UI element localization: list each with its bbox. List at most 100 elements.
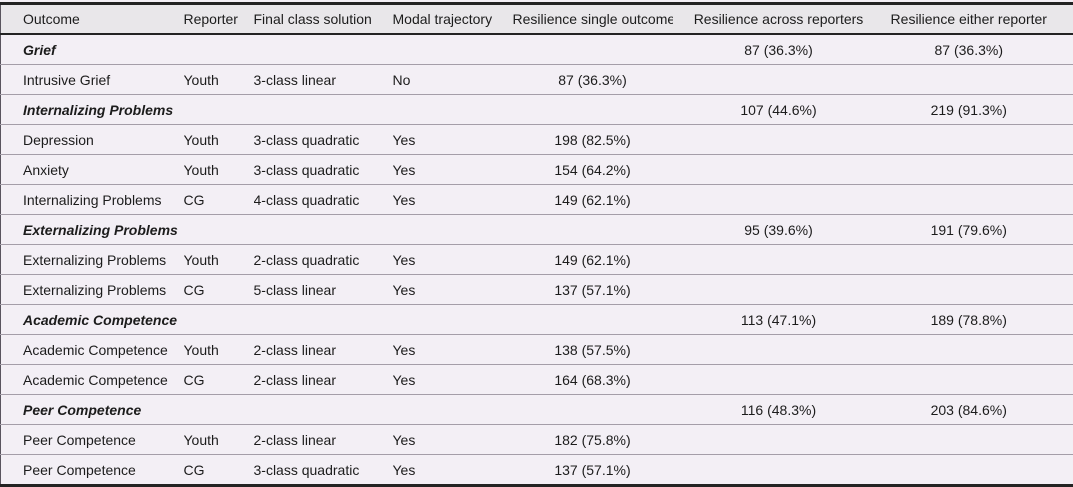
column-header-final-class-solution: Final class solution [254, 4, 393, 35]
cell-resilience-single-outcome: 137 (57.1%) [513, 275, 673, 305]
cell-resilience-across-reporters [673, 125, 885, 155]
cell-modal-trajectory: Yes [393, 185, 513, 215]
cell-final-class-solution: 2-class linear [254, 335, 393, 365]
section-label: Peer Competence [1, 395, 513, 425]
column-header-resilience-across-reporters: Resilience across reporters [673, 4, 885, 35]
cell-resilience-single-outcome: 137 (57.1%) [513, 455, 673, 486]
column-header-reporter: Reporter [184, 4, 254, 35]
cell-modal-trajectory: Yes [393, 275, 513, 305]
cell-modal-trajectory: Yes [393, 335, 513, 365]
cell-resilience-single-outcome: 198 (82.5%) [513, 125, 673, 155]
cell-final-class-solution: 4-class quadratic [254, 185, 393, 215]
cell-reporter: Youth [184, 425, 254, 455]
cell-reporter: CG [184, 275, 254, 305]
cell-reporter: CG [184, 365, 254, 395]
cell-resilience-across-reporters [673, 455, 885, 486]
cell-reporter: Youth [184, 245, 254, 275]
cell-resilience-across-reporters [673, 245, 885, 275]
section-row: Peer Competence 116 (48.3%)203 (84.6%) [1, 395, 1073, 425]
cell-final-class-solution: 3-class quadratic [254, 455, 393, 486]
cell-final-class-solution: 3-class quadratic [254, 155, 393, 185]
section-label: Internalizing Problems [1, 95, 513, 125]
cell-modal-trajectory: Yes [393, 365, 513, 395]
section-row: Academic Competence 113 (47.1%)189 (78.8%… [1, 305, 1073, 335]
cell-modal-trajectory: Yes [393, 455, 513, 486]
cell-reporter: Youth [184, 65, 254, 95]
cell-modal-trajectory: No [393, 65, 513, 95]
cell-outcome: Internalizing Problems [1, 185, 184, 215]
cell-resilience-either-reporter [885, 245, 1073, 275]
cell-reporter: Youth [184, 335, 254, 365]
cell-resilience-either-reporter: 219 (91.3%) [885, 95, 1073, 125]
cell-resilience-single-outcome [513, 215, 673, 245]
cell-resilience-single-outcome [513, 395, 673, 425]
cell-resilience-either-reporter [885, 275, 1073, 305]
cell-outcome: Peer Competence [1, 425, 184, 455]
cell-modal-trajectory: Yes [393, 155, 513, 185]
cell-resilience-either-reporter [885, 185, 1073, 215]
cell-modal-trajectory: Yes [393, 245, 513, 275]
cell-final-class-solution: 2-class linear [254, 425, 393, 455]
cell-final-class-solution: 3-class linear [254, 65, 393, 95]
cell-resilience-either-reporter: 87 (36.3%) [885, 34, 1073, 65]
cell-final-class-solution: 5-class linear [254, 275, 393, 305]
column-header-resilience-either-reporter: Resilience either reporter [885, 4, 1073, 35]
cell-resilience-across-reporters: 87 (36.3%) [673, 34, 885, 65]
cell-resilience-across-reporters [673, 65, 885, 95]
cell-reporter: CG [184, 455, 254, 486]
column-header-resilience-single-outcome: Resilience single outcome [513, 4, 673, 35]
cell-outcome: Academic Competence [1, 335, 184, 365]
cell-modal-trajectory: Yes [393, 125, 513, 155]
cell-resilience-single-outcome: 154 (64.2%) [513, 155, 673, 185]
cell-resilience-across-reporters [673, 155, 885, 185]
section-row: Internalizing Problems 107 (44.6%)219 (91… [1, 95, 1073, 125]
section-label: Externalizing Problems [1, 215, 513, 245]
section-label: Grief [1, 34, 513, 65]
cell-resilience-across-reporters: 113 (47.1%) [673, 305, 885, 335]
cell-outcome: Peer Competence [1, 455, 184, 486]
cell-resilience-either-reporter [885, 155, 1073, 185]
cell-resilience-across-reporters [673, 365, 885, 395]
cell-resilience-either-reporter [885, 425, 1073, 455]
column-header-outcome: Outcome [1, 4, 184, 35]
cell-resilience-single-outcome: 149 (62.1%) [513, 245, 673, 275]
cell-resilience-single-outcome: 87 (36.3%) [513, 65, 673, 95]
cell-resilience-single-outcome: 149 (62.1%) [513, 185, 673, 215]
cell-outcome: Externalizing Problems [1, 275, 184, 305]
cell-final-class-solution: 2-class linear [254, 365, 393, 395]
cell-reporter: Youth [184, 155, 254, 185]
cell-reporter: CG [184, 185, 254, 215]
cell-reporter: Youth [184, 125, 254, 155]
cell-modal-trajectory: Yes [393, 425, 513, 455]
column-header-modal-trajectory: Modal trajectory [393, 4, 513, 35]
section-label: Academic Competence [1, 305, 513, 335]
table-header-row: Outcome Reporter Final class solution Mo… [1, 4, 1073, 35]
cell-final-class-solution: 2-class quadratic [254, 245, 393, 275]
cell-resilience-across-reporters [673, 275, 885, 305]
cell-outcome: Depression [1, 125, 184, 155]
cell-final-class-solution: 3-class quadratic [254, 125, 393, 155]
cell-resilience-across-reporters [673, 425, 885, 455]
section-row: Grief 87 (36.3%)87 (36.3%) [1, 34, 1073, 65]
cell-resilience-single-outcome: 182 (75.8%) [513, 425, 673, 455]
cell-resilience-either-reporter: 189 (78.8%) [885, 305, 1073, 335]
cell-resilience-single-outcome [513, 305, 673, 335]
cell-resilience-across-reporters [673, 335, 885, 365]
cell-outcome: Externalizing Problems [1, 245, 184, 275]
cell-outcome: Academic Competence [1, 365, 184, 395]
cell-resilience-across-reporters: 107 (44.6%) [673, 95, 885, 125]
cell-resilience-single-outcome: 138 (57.5%) [513, 335, 673, 365]
cell-resilience-single-outcome [513, 95, 673, 125]
cell-resilience-across-reporters: 116 (48.3%) [673, 395, 885, 425]
cell-resilience-across-reporters [673, 185, 885, 215]
cell-resilience-either-reporter: 203 (84.6%) [885, 395, 1073, 425]
